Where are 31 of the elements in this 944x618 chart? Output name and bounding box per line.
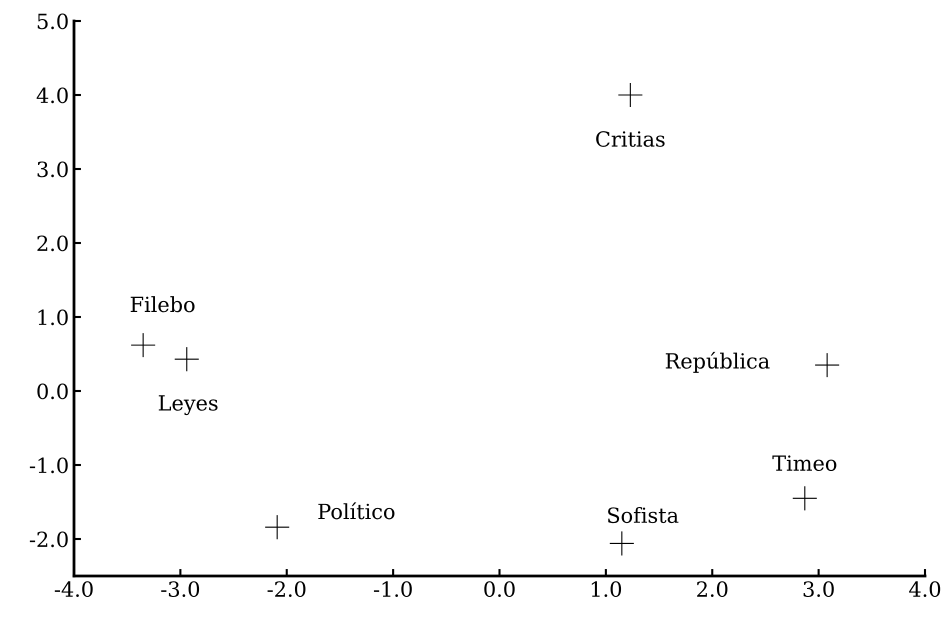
x-tick-label: -2.0 bbox=[268, 581, 306, 597]
x-tick-label: -3.0 bbox=[161, 581, 200, 597]
annotation: Filebo bbox=[130, 296, 195, 312]
y-tick-label: 5.0 bbox=[38, 13, 68, 30]
y-tick-label: -2.0 bbox=[30, 531, 68, 548]
point bbox=[610, 531, 634, 556]
y-tick-label: 4.0 bbox=[36, 87, 68, 104]
x-tick-label: 4.0 bbox=[909, 581, 940, 597]
x-tick-label: 1.0 bbox=[592, 581, 622, 597]
y-tick-label: -1.0 bbox=[30, 457, 68, 474]
x-tick-label: -1.0 bbox=[374, 581, 412, 597]
annotation: Político bbox=[318, 502, 394, 520]
y-tick-label: 2.0 bbox=[37, 235, 68, 252]
annotation: República bbox=[666, 352, 770, 373]
x-tick-label: 0.0 bbox=[484, 581, 515, 597]
y-tick-label: 3.0 bbox=[38, 161, 68, 178]
annotation: Leyes bbox=[158, 395, 218, 416]
x-tick-label: -4.0 bbox=[54, 581, 93, 597]
annotation: Critias bbox=[596, 131, 665, 147]
y-tick-label: 1.0 bbox=[38, 309, 68, 326]
point bbox=[265, 515, 290, 540]
annotation: Timeo bbox=[772, 455, 836, 472]
point bbox=[618, 82, 642, 108]
point bbox=[815, 353, 840, 378]
x-tick-label: 2.0 bbox=[697, 581, 728, 597]
annotation: Sofista bbox=[608, 506, 678, 524]
x-tick-label: 3.0 bbox=[804, 581, 834, 597]
point bbox=[792, 486, 817, 510]
point bbox=[174, 347, 199, 372]
y-tick-label: 0.0 bbox=[37, 383, 68, 400]
point bbox=[131, 333, 156, 358]
